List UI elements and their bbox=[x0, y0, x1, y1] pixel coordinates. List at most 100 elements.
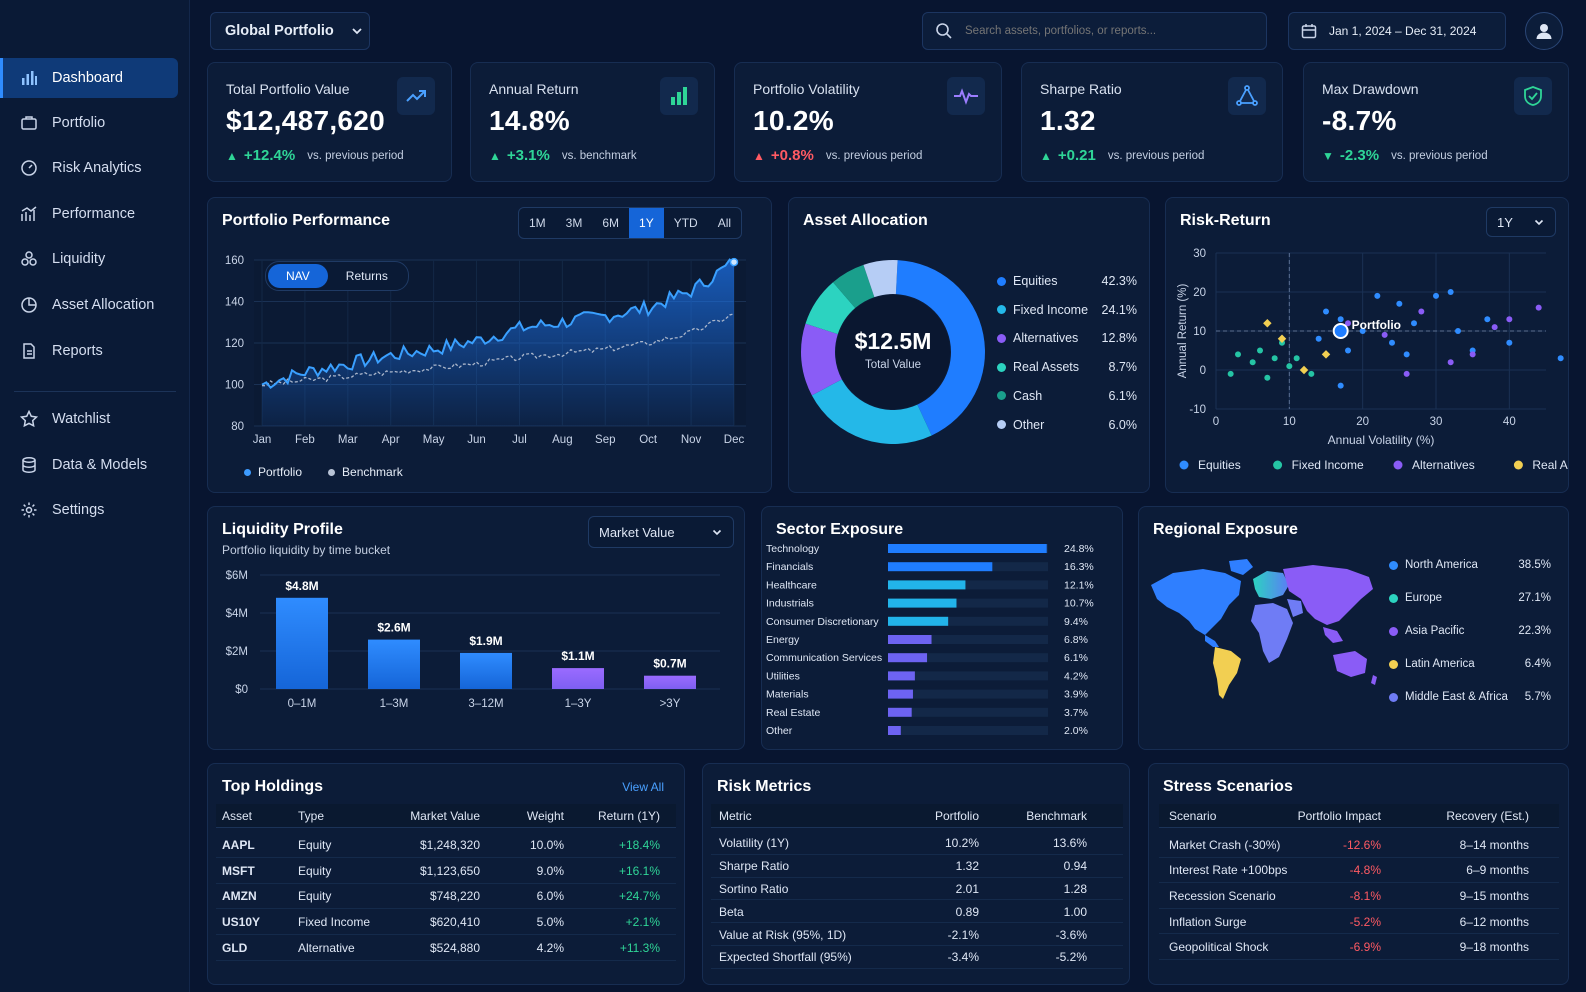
table-row[interactable]: Sortino Ratio 2.01 1.28 bbox=[711, 878, 1123, 901]
kpi-card-total-value[interactable]: Total Portfolio Value $12,487,620 ▲ +12.4… bbox=[207, 62, 452, 182]
table-row[interactable]: GLD Alternative $524,880 4.2% +11.3% bbox=[216, 935, 676, 961]
legend-benchmark: Benchmark bbox=[342, 465, 403, 479]
range-all[interactable]: All bbox=[717, 216, 732, 230]
table-row[interactable]: Geopolitical Shock -6.9% 9–18 months bbox=[1159, 934, 1559, 960]
x-tick-label: Jan bbox=[253, 434, 272, 446]
region-value: 5.7% bbox=[1524, 691, 1551, 703]
x-axis-label: Annual Volatility (%) bbox=[1328, 433, 1435, 447]
table-cell: +16.1% bbox=[618, 863, 660, 878]
sidebar-item-liquidity[interactable]: Liquidity bbox=[0, 239, 178, 279]
legend-row: Equities 42.3% bbox=[997, 274, 1137, 288]
table-row[interactable]: Value at Risk (95%, 1D) -2.1% -3.6% bbox=[711, 923, 1123, 946]
legend-dot bbox=[1273, 460, 1283, 470]
legend-text: Alternatives bbox=[1013, 331, 1079, 346]
sidebar-item-data-models[interactable]: Data & Models bbox=[0, 445, 178, 485]
sidebar-item-portfolio[interactable]: Portfolio bbox=[0, 103, 178, 143]
scatter-point bbox=[1257, 347, 1263, 354]
range-ytd[interactable]: YTD bbox=[673, 216, 698, 230]
table-cell: -6.9% bbox=[1349, 940, 1381, 955]
date-range-picker[interactable]: Jan 1, 2024 – Dec 31, 2024 bbox=[1288, 12, 1506, 50]
search-bar[interactable] bbox=[922, 12, 1267, 50]
legend-row: Other 6.0% bbox=[997, 418, 1137, 432]
donut-center: $12.5M Total Value bbox=[827, 328, 959, 371]
table-row[interactable]: Volatility (1Y) 10.2% 13.6% bbox=[711, 832, 1123, 855]
table-header: Metric Portfolio Benchmark bbox=[711, 804, 1123, 828]
table-row[interactable]: Expected Shortfall (95%) -3.4% -5.2% bbox=[711, 946, 1123, 969]
region-value: 22.3% bbox=[1518, 625, 1551, 637]
sidebar-item-reports[interactable]: Reports bbox=[0, 331, 178, 371]
table-row[interactable]: Sharpe Ratio 1.32 0.94 bbox=[711, 855, 1123, 878]
range-1m[interactable]: 1M bbox=[529, 216, 546, 230]
table-row[interactable]: Inflation Surge -5.2% 6–12 months bbox=[1159, 909, 1559, 935]
table-cell: -8.1% bbox=[1349, 888, 1381, 903]
map-north-america bbox=[1151, 569, 1241, 635]
liquidity-metric-dropdown[interactable]: Market Value bbox=[588, 516, 734, 548]
sidebar-item-performance[interactable]: Performance bbox=[0, 194, 178, 234]
kpi-card-annual-return[interactable]: Annual Return 14.8% ▲ +3.1% vs. benchmark bbox=[470, 62, 715, 182]
database-icon bbox=[22, 457, 36, 473]
card-title: Sector Exposure bbox=[776, 521, 904, 538]
shield-check-icon bbox=[1514, 77, 1552, 115]
table-row[interactable]: Market Crash (-30%) -12.6% 8–14 months bbox=[1159, 832, 1559, 858]
kpi-card-max-drawdown[interactable]: Max Drawdown -8.7% ▼ -2.3% vs. previous pe… bbox=[1303, 62, 1569, 182]
bar-value-label: $4.8M bbox=[285, 579, 318, 593]
search-input[interactable] bbox=[965, 25, 1255, 37]
table-cell: Sortino Ratio bbox=[719, 881, 789, 896]
calendar-icon bbox=[1301, 24, 1317, 39]
toggle-nav[interactable]: NAV bbox=[268, 264, 328, 288]
region-name: Latin America bbox=[1405, 658, 1475, 670]
user-icon bbox=[1536, 24, 1552, 39]
kpi-card-volatility[interactable]: Portfolio Volatility 10.2% ▲ +0.8% vs. pre… bbox=[734, 62, 1002, 182]
range-6m[interactable]: 6M bbox=[602, 216, 620, 230]
table-cell: Equity bbox=[298, 837, 332, 852]
legend-label: Fixed Income bbox=[1292, 458, 1364, 472]
search-icon bbox=[936, 23, 952, 39]
slice-real-assets bbox=[805, 282, 856, 335]
user-avatar[interactable] bbox=[1525, 12, 1563, 50]
view-all-link[interactable]: View All bbox=[622, 780, 664, 794]
sector-label: Healthcare bbox=[766, 579, 817, 591]
sidebar-item-dashboard[interactable]: Dashboard bbox=[0, 58, 178, 98]
region-row: Latin America 6.4% bbox=[1389, 658, 1551, 670]
y-tick-label: 0 bbox=[1200, 365, 1206, 377]
y-tick-label: 120 bbox=[225, 338, 244, 350]
risk-return-range-dropdown[interactable]: 1Y bbox=[1486, 207, 1556, 237]
table-row[interactable]: US10Y Fixed Income $620,410 5.0% +2.1% bbox=[216, 909, 676, 936]
legend-label: Cash bbox=[997, 389, 1042, 403]
sidebar-item-settings[interactable]: Settings bbox=[0, 490, 178, 530]
sector-label: Communication Services bbox=[766, 652, 882, 664]
portfolio-selector[interactable]: Global Portfolio bbox=[210, 12, 370, 50]
sidebar-item-risk-analytics[interactable]: Risk Analytics bbox=[0, 148, 178, 188]
bar-chart-icon bbox=[660, 77, 698, 115]
table-row[interactable]: Beta 0.89 1.00 bbox=[711, 900, 1123, 924]
sector-bar-track bbox=[888, 689, 1048, 699]
scatter-point bbox=[1469, 351, 1476, 358]
table-cell: 1.00 bbox=[1063, 904, 1087, 919]
table-row[interactable]: Recession Scenario -8.1% 9–15 months bbox=[1159, 883, 1559, 909]
kpi-card-sharpe[interactable]: Sharpe Ratio 1.32 ▲ +0.21 vs. previous per… bbox=[1021, 62, 1283, 182]
portfolio-point-label: Portfolio bbox=[1352, 318, 1401, 332]
kpi-change: ▲ +12.4% vs. previous period bbox=[226, 147, 404, 164]
table-row[interactable]: AMZN Equity $748,220 6.0% +24.7% bbox=[216, 884, 676, 910]
sidebar-item-watchlist[interactable]: Watchlist bbox=[0, 399, 178, 439]
sector-bar bbox=[888, 726, 901, 735]
sector-bar bbox=[888, 598, 957, 608]
card-title: Risk Metrics bbox=[717, 778, 812, 795]
y-tick-label: $6M bbox=[226, 570, 248, 582]
table-cell: 4.2% bbox=[536, 941, 564, 956]
slice-other bbox=[863, 260, 898, 298]
coins-icon bbox=[21, 251, 37, 266]
table-cell: Value at Risk (95%, 1D) bbox=[719, 927, 847, 942]
toggle-returns[interactable]: Returns bbox=[345, 269, 388, 283]
scatter-point bbox=[1345, 347, 1351, 354]
sidebar-item-asset-allocation[interactable]: Asset Allocation bbox=[0, 285, 178, 325]
column-header: Portfolio Impact bbox=[1297, 809, 1381, 823]
range-3m[interactable]: 3M bbox=[565, 216, 583, 230]
sidebar-item-label: Settings bbox=[52, 502, 105, 518]
table-row[interactable]: MSFT Equity $1,123,650 9.0% +16.1% bbox=[216, 858, 676, 884]
table-cell: 13.6% bbox=[1052, 836, 1087, 851]
table-row[interactable]: AAPL Equity $1,248,320 10.0% +18.4% bbox=[216, 832, 676, 858]
table-cell: 10.0% bbox=[529, 837, 564, 852]
table-row[interactable]: Interest Rate +100bps -4.8% 6–9 months bbox=[1159, 858, 1559, 884]
range-1y[interactable]: 1Y bbox=[629, 208, 664, 238]
